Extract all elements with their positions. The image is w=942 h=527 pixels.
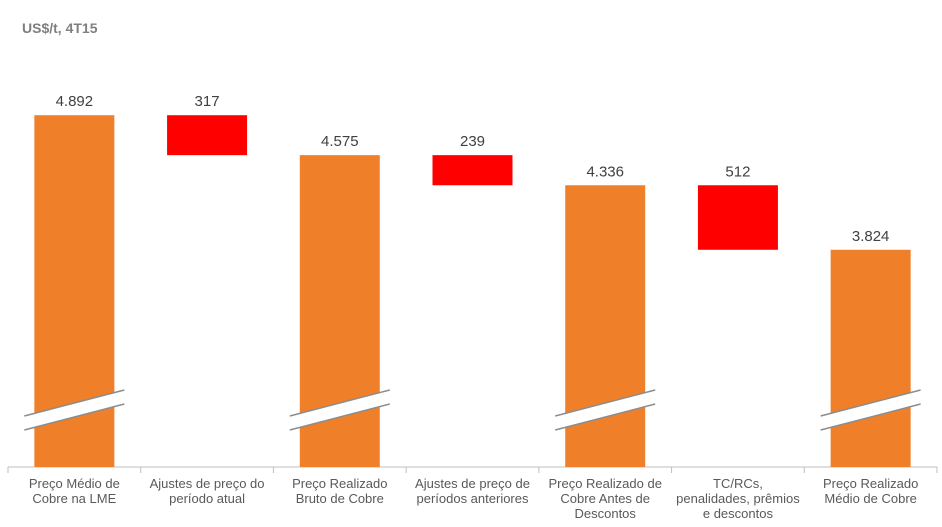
value-label: 317	[195, 93, 220, 110]
x-tick-label: Preço Realizado de Cobre Antes de Descon…	[548, 476, 662, 521]
value-label: 512	[725, 163, 750, 180]
axis-break	[289, 390, 390, 430]
x-tick-label: Preço Realizado Médio de Cobre	[822, 476, 919, 506]
x-tick-label: Preço Realizado Bruto de Cobre	[292, 476, 388, 506]
axis-break-line	[24, 389, 125, 417]
axis-break	[555, 390, 656, 430]
axis-break	[820, 390, 921, 430]
axis-break	[24, 390, 125, 430]
value-label: 4.575	[321, 133, 359, 150]
chart-title: US$/t, 4T15	[22, 20, 98, 36]
x-tick-label: Ajustes de preço de períodos anteriores	[415, 476, 530, 506]
axis-break-line	[555, 403, 656, 431]
axis-break-line	[289, 403, 390, 431]
axis-break-line	[820, 389, 921, 417]
x-tick-label: Ajustes de preço do período atual	[149, 476, 265, 506]
bar	[167, 115, 248, 156]
axis-break-line	[24, 403, 125, 431]
x-tick-label: Preço Médio de Cobre na LME	[28, 476, 120, 506]
value-label: 3.824	[852, 228, 890, 245]
value-label: 4.892	[56, 93, 94, 110]
bar	[432, 155, 513, 186]
axis-break-line	[289, 389, 390, 417]
axis-break-line	[820, 403, 921, 431]
value-label: 4.336	[586, 163, 624, 180]
value-label: 239	[460, 133, 485, 150]
x-tick-label: TC/RCs, penalidades, prêmios e descontos	[676, 476, 800, 521]
axis-break-line	[555, 389, 656, 417]
bar	[830, 249, 911, 467]
bar	[697, 185, 778, 250]
